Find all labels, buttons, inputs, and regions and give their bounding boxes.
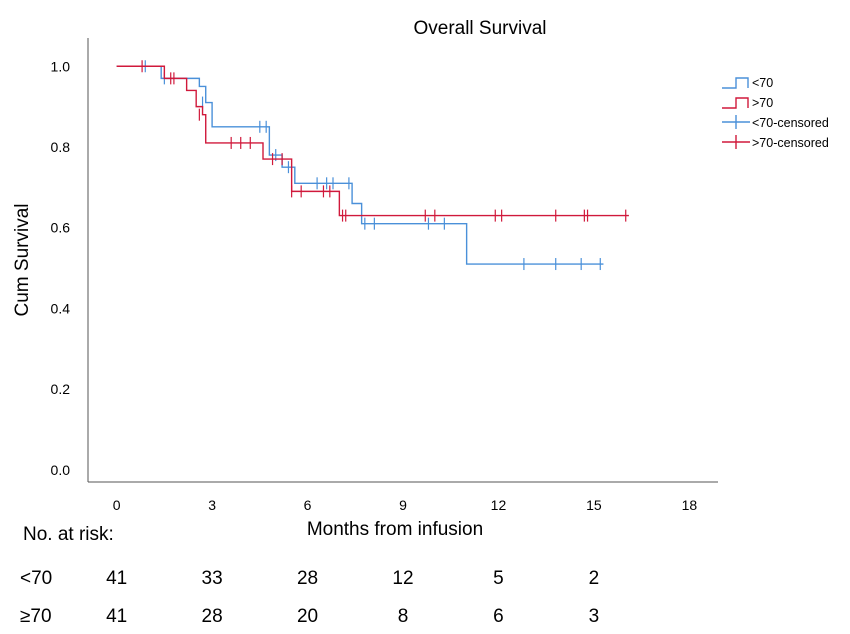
legend-label: <70-censored — [752, 116, 829, 130]
risk-count: 2 — [589, 568, 600, 589]
x-tick-label: 15 — [586, 497, 602, 513]
risk-table-heading: No. at risk: — [23, 524, 114, 545]
series-line-0 — [116, 65, 604, 265]
x-axis-title: Months from infusion — [307, 519, 483, 540]
series-layer — [116, 60, 629, 271]
risk-count: 20 — [297, 606, 318, 627]
risk-count: 41 — [106, 568, 127, 589]
series-line-1 — [116, 65, 629, 217]
risk-count: 28 — [202, 606, 223, 627]
x-tick-label: 3 — [208, 497, 216, 513]
x-tick-label: 18 — [682, 497, 698, 513]
risk-table: <70 41 33 28 12 5 2 ≥70 41 28 20 8 6 3 — [20, 568, 599, 627]
risk-count: 28 — [297, 568, 318, 589]
y-tick-label: 0.2 — [51, 381, 71, 397]
x-tick-label: 0 — [113, 497, 121, 513]
x-tick-label: 12 — [491, 497, 507, 513]
y-tick-label: 0.0 — [51, 462, 71, 478]
risk-count: 12 — [392, 568, 413, 589]
risk-row-label: ≥70 — [20, 606, 52, 627]
risk-count: 41 — [106, 606, 127, 627]
chart-title: Overall Survival — [413, 18, 546, 39]
legend-label: >70 — [752, 96, 773, 110]
legend: <70 >70 <70-censored >70-censored — [722, 76, 829, 150]
y-axis-title: Cum Survival — [12, 204, 33, 317]
y-tick-label: 0.4 — [51, 300, 71, 316]
risk-row-label: <70 — [20, 568, 52, 589]
legend-label: >70-censored — [752, 136, 829, 150]
legend-label: <70 — [752, 76, 773, 90]
risk-count: 6 — [493, 606, 504, 627]
legend-swatch — [722, 115, 750, 129]
legend-swatch — [722, 77, 749, 89]
risk-count: 3 — [589, 606, 600, 627]
x-tick-label: 9 — [399, 497, 407, 513]
risk-count: 5 — [493, 568, 504, 589]
risk-count: 33 — [202, 568, 223, 589]
y-axis-ticks: 0.0 0.2 0.4 0.6 0.8 1.0 — [51, 58, 71, 478]
risk-count: 8 — [398, 606, 409, 627]
legend-swatch — [722, 97, 749, 109]
y-tick-label: 0.8 — [51, 139, 71, 155]
x-tick-label: 6 — [304, 497, 312, 513]
y-tick-label: 1.0 — [51, 58, 71, 74]
x-axis-ticks: 0 3 6 9 12 15 18 — [113, 497, 698, 513]
legend-swatch — [722, 135, 750, 149]
y-tick-label: 0.6 — [51, 220, 71, 236]
